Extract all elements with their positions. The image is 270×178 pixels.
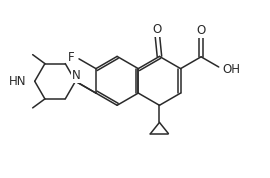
Text: F: F	[68, 51, 75, 64]
Text: OH: OH	[222, 62, 240, 75]
Text: O: O	[153, 23, 162, 36]
Text: O: O	[197, 24, 206, 37]
Text: HN: HN	[9, 75, 26, 88]
Text: N: N	[72, 69, 81, 82]
